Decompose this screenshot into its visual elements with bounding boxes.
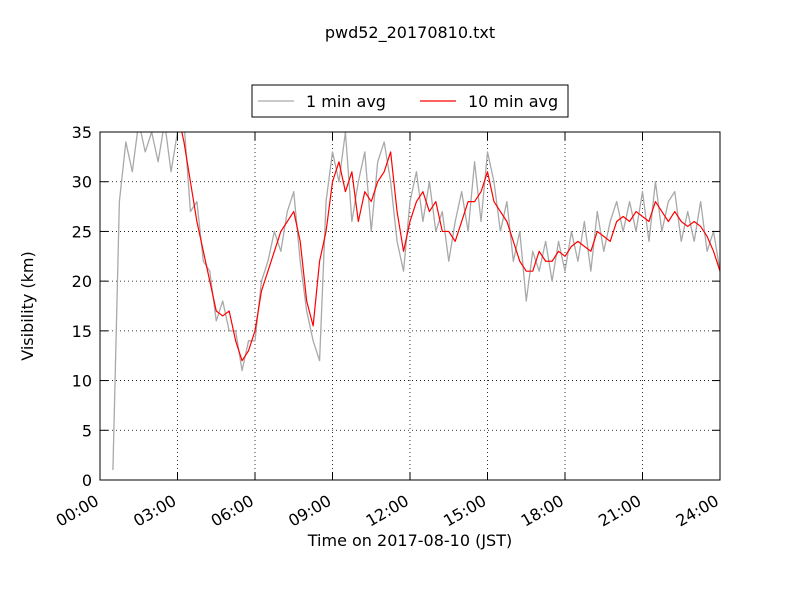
y-tick-label: 25 bbox=[72, 222, 92, 241]
y-tick-label: 30 bbox=[72, 173, 92, 192]
legend bbox=[251, 84, 569, 118]
chart-title: pwd52_20170810.txt bbox=[325, 23, 495, 43]
y-tick-label: 15 bbox=[72, 322, 92, 341]
y-tick-label: 20 bbox=[72, 272, 92, 291]
y-tick-label: 0 bbox=[82, 471, 92, 490]
x-axis-label: Time on 2017-08-10 (JST) bbox=[307, 531, 512, 550]
series-line bbox=[181, 132, 720, 362]
y-tick-label: 35 bbox=[72, 123, 92, 142]
y-axis-label: Visibility (km) bbox=[18, 251, 37, 360]
series-line bbox=[112, 132, 720, 471]
legend-label: 10 min avg bbox=[468, 92, 558, 111]
legend-label: 1 min avg bbox=[306, 92, 386, 111]
plot-area bbox=[112, 132, 720, 471]
y-tick-label: 5 bbox=[82, 421, 92, 440]
y-tick-label: 10 bbox=[72, 372, 92, 391]
